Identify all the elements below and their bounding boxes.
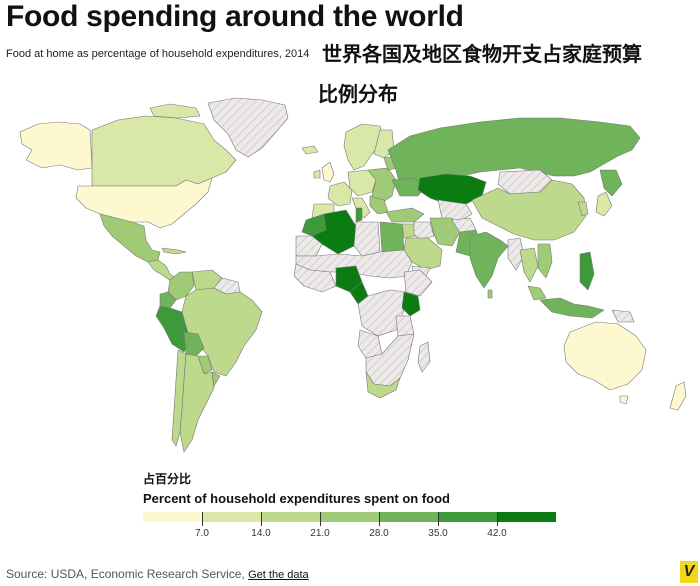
thailand-region (519, 247, 539, 283)
myanmar-region (507, 237, 525, 271)
ethiopia-region (403, 269, 433, 297)
vietnam-region (537, 243, 553, 279)
turkey-region (385, 207, 425, 223)
legend-tick-mark (438, 512, 439, 526)
canada-region (91, 115, 237, 187)
kenya-region (401, 291, 421, 317)
iceland-region (301, 145, 319, 155)
legend-tick-label: 14.0 (251, 528, 271, 539)
iran-region (429, 217, 461, 247)
tunisia-region (355, 207, 363, 223)
legend-tick-mark (320, 512, 321, 526)
legend-tick-mark (261, 512, 262, 526)
chinese-title-line1: 世界各国及地区食物开支占家庭预算 (322, 44, 642, 66)
balkans-region (369, 195, 389, 215)
legend-swatch (202, 512, 261, 522)
legend-swatch (261, 512, 320, 522)
chinese-title-line2: 比例分布 (318, 84, 398, 106)
legend-tick-mark (202, 512, 203, 526)
sri-lanka-region (487, 289, 493, 299)
alaska-region (19, 121, 93, 171)
source-text: Source: USDA, Economic Research Service, (6, 567, 245, 581)
legend-tick-label: 28.0 (369, 528, 389, 539)
west-africa-region (293, 263, 337, 293)
indonesia-region (539, 297, 605, 319)
source-note: Source: USDA, Economic Research Service,… (6, 567, 309, 581)
france-region (327, 181, 353, 207)
legend-swatch (379, 512, 438, 522)
egypt-region (379, 221, 405, 253)
western-sahara-region (295, 235, 323, 257)
legend-title: Percent of household expenditures spent … (143, 491, 450, 506)
legend-tick-label: 21.0 (310, 528, 330, 539)
uk-region (321, 161, 335, 183)
get-data-link[interactable]: Get the data (248, 569, 309, 581)
chart-title: Food spending around the world (6, 0, 464, 33)
legend-swatch (320, 512, 379, 522)
iraq-region (413, 221, 435, 241)
chart-subtitle: Food at home as percentage of household … (6, 48, 310, 60)
legend-chinese-label: 占百分比 (143, 472, 192, 486)
central-asia-region (437, 199, 473, 223)
legend-color-bar (143, 512, 556, 522)
libya-region (353, 221, 381, 257)
india-region (469, 231, 509, 289)
tanzania-region (395, 315, 415, 337)
world-choropleth-map (19, 97, 687, 453)
korea-region (577, 201, 589, 217)
mexico-region (99, 213, 161, 263)
legend-swatch (143, 512, 202, 522)
legend-tick-label: 7.0 (195, 528, 209, 539)
russia-far-east (599, 169, 623, 197)
scandinavia-region (343, 123, 385, 171)
png-region (611, 309, 635, 323)
ecuador-region (159, 291, 177, 309)
caribbean-region (161, 247, 187, 255)
canada-islands (149, 103, 201, 119)
south-africa-region (365, 371, 401, 399)
legend-tick-mark (497, 512, 498, 526)
malaysia-region (527, 285, 547, 301)
argentina-region (179, 353, 215, 453)
color-legend: 7.0 14.0 21.0 28.0 35.0 42.0 (143, 512, 563, 542)
japan-region (595, 191, 613, 217)
legend-swatch (497, 512, 556, 522)
uruguay-region (211, 371, 221, 387)
china-region (471, 179, 587, 241)
australia-region (563, 321, 647, 391)
philippines-region (579, 251, 595, 291)
ireland-region (313, 169, 321, 179)
usa-region (75, 177, 213, 229)
new-zealand-region (669, 381, 687, 411)
legend-tick-mark (379, 512, 380, 526)
tasmania-region (619, 395, 629, 405)
greenland-region (207, 97, 289, 158)
legend-tick-label: 42.0 (487, 528, 507, 539)
madagascar-region (417, 341, 431, 373)
legend-tick-label: 35.0 (428, 528, 448, 539)
logo-badge: V (680, 561, 698, 583)
bolivia-region (183, 331, 205, 357)
legend-swatch (438, 512, 497, 522)
